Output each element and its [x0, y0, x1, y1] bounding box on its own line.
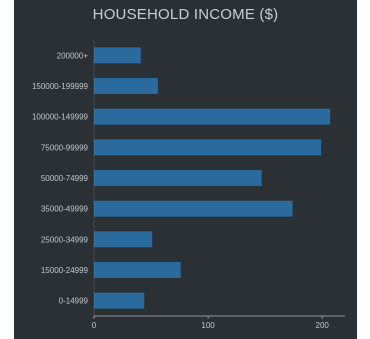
category-label: 0-14999 — [59, 297, 89, 306]
category-labels-group: 200000+ 150000-199999 100000-149999 75000-9… — [32, 51, 89, 305]
category-label: 200000+ — [57, 51, 89, 60]
category-label: 100000-149999 — [32, 113, 89, 122]
bar-chart: 200000+ 150000-199999 100000-149999 75000-9… — [32, 40, 345, 330]
category-label: 75000-99999 — [41, 143, 89, 152]
bar-200000+ — [94, 47, 141, 64]
category-label: 15000-24999 — [41, 266, 89, 275]
x-ticks-group: 0 100 200 — [92, 316, 330, 330]
bar-50000-74999 — [94, 170, 262, 186]
category-label: 50000-74999 — [41, 174, 89, 183]
category-label: 25000-34999 — [41, 235, 89, 244]
bars-group — [94, 47, 331, 309]
bar-150000-199999 — [94, 78, 158, 94]
bar-15000-24999 — [94, 262, 181, 278]
chart-panel: HOUSEHOLD INCOME ($) 200000+ 150000-19999… — [14, 0, 357, 339]
bar-0-14999 — [94, 292, 145, 309]
category-label: 150000-199999 — [32, 82, 89, 91]
x-tick-label: 0 — [92, 321, 97, 330]
bar-35000-49999 — [94, 200, 293, 217]
category-label: 35000-49999 — [41, 205, 89, 214]
x-tick-label: 200 — [316, 321, 330, 330]
x-tick-label: 100 — [201, 321, 215, 330]
bar-75000-99999 — [94, 139, 322, 156]
bar-100000-149999 — [94, 108, 331, 125]
bar-25000-34999 — [94, 231, 153, 248]
chart-title: HOUSEHOLD INCOME ($) — [92, 6, 279, 23]
